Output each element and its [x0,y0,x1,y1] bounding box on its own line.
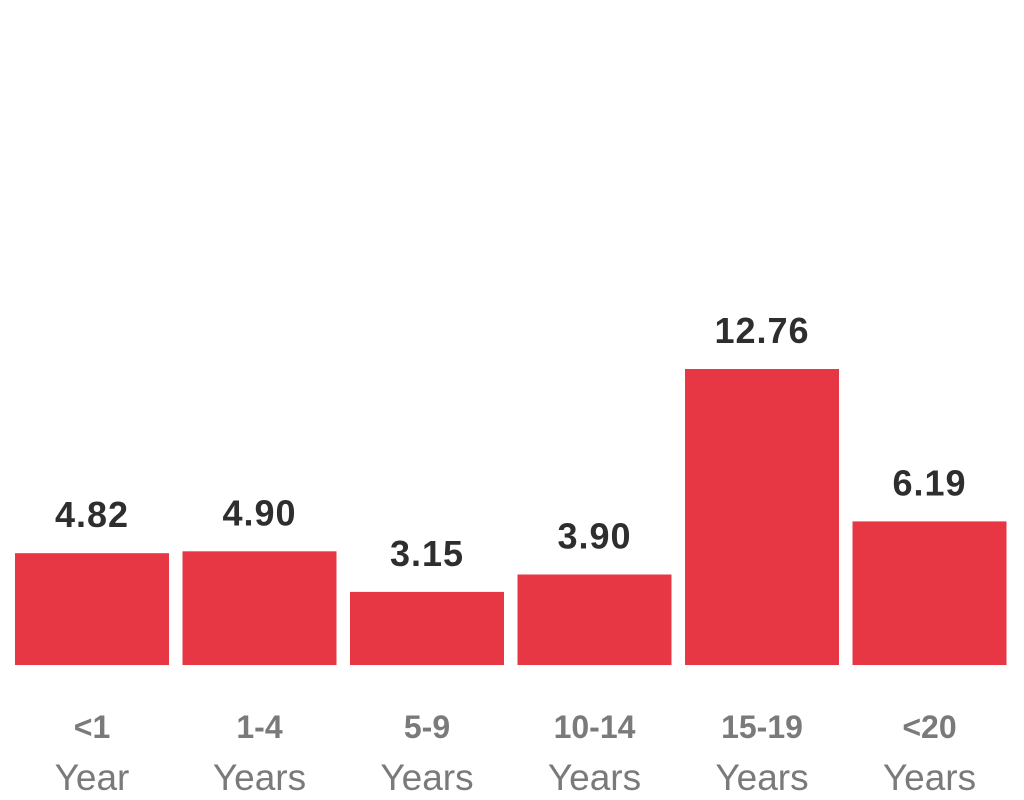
value-label-6: 6.19 [892,462,966,503]
bars-group [15,369,1007,665]
bar-3 [350,591,504,665]
bar-6 [852,521,1007,665]
value-label-2: 4.90 [222,492,296,533]
category-range-label-1: <1 [74,709,110,745]
category-range-label-4: 10-14 [554,709,636,745]
value-label-5: 12.76 [714,310,809,351]
bar-5 [685,369,839,665]
category-range-label-5: 15-19 [721,709,803,745]
category-unit-label-6: Years [883,757,976,798]
bar-1 [15,553,169,665]
category-unit-label-1: Year [55,757,130,798]
bar-4 [517,574,672,665]
value-labels-group: 4.82 4.90 3.15 3.90 12.76 6.19 [55,310,966,574]
category-range-label-6: <20 [902,709,956,745]
category-range-label-3: 5-9 [404,709,450,745]
bar-2 [182,551,337,665]
category-unit-label-5: Years [715,757,808,798]
category-range-label-2: 1-4 [236,709,282,745]
value-label-1: 4.82 [55,494,129,535]
category-unit-label-2: Years [213,757,306,798]
category-labels-group: <1 Year 1-4 Years 5-9 Years 10-14 Years 15-19 Yea… [55,709,977,798]
category-unit-label-4: Years [548,757,641,798]
category-unit-label-3: Years [380,757,473,798]
value-label-3: 3.15 [390,533,464,574]
value-label-4: 3.90 [557,516,631,557]
